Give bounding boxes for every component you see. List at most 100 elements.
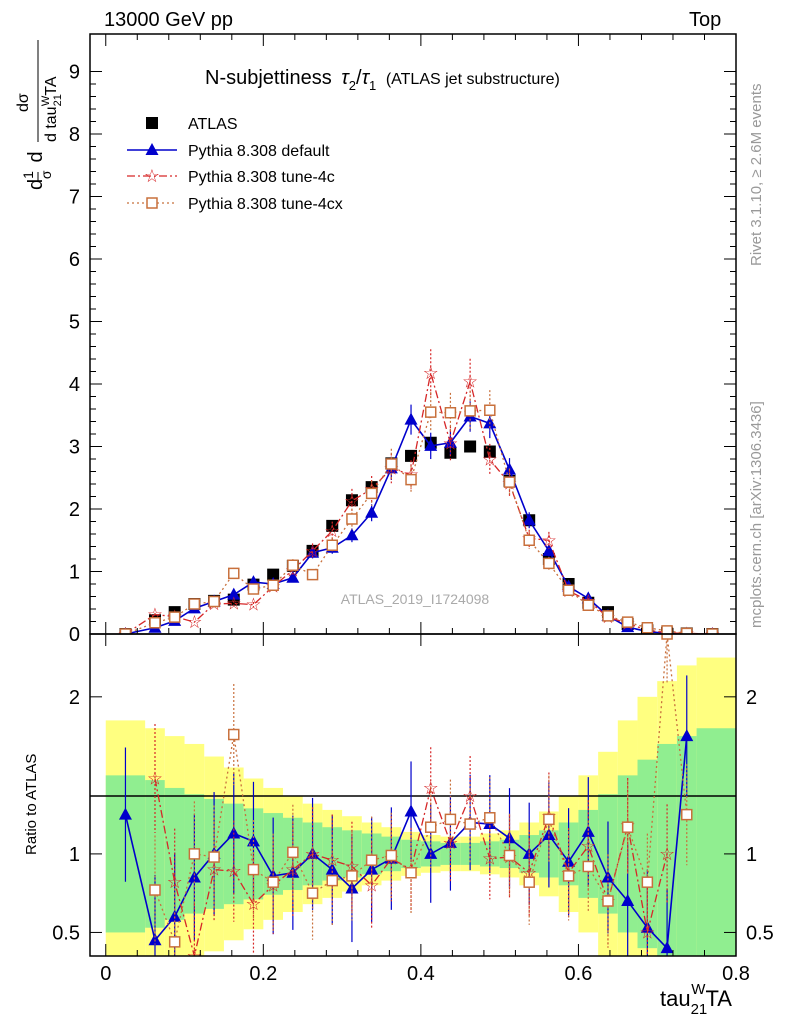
title-slash: / (356, 67, 362, 89)
ratio-point (208, 851, 220, 863)
ratio-point (228, 728, 240, 741)
ratio-point (602, 895, 614, 907)
main-point: ☆ (344, 491, 360, 511)
ratio-point: ☆ (147, 769, 163, 789)
ratio-series: ☆☆☆☆☆☆☆☆☆☆☆☆☆☆☆☆☆☆☆☆☆☆☆☆☆☆☆ (118, 634, 694, 956)
rivet-label: Rivet 3.1.10, ≥ 2.6M events (748, 83, 765, 267)
main-y-tick-label: 9 (69, 62, 80, 84)
legend-marker-tune4cx (146, 197, 158, 209)
legend-marker-tune4c: ☆ (144, 166, 160, 186)
main-line (125, 372, 713, 634)
main-y-tick-label: 7 (69, 187, 80, 209)
main-point (424, 438, 438, 451)
ratio-point: ☆ (639, 922, 655, 942)
ratio-point (660, 941, 674, 954)
ratio-point (227, 826, 241, 839)
main-y-tick-label: 3 (69, 437, 80, 459)
main-point (464, 405, 476, 417)
main-point (444, 407, 457, 419)
main-point: ☆ (442, 433, 458, 453)
main-y-axis-label: d1 σd dσ d tau21WTA (15, 40, 64, 190)
title-sub2: 2 (349, 78, 356, 93)
title-main: N-subjettiness (205, 67, 332, 89)
legend-entry-tune4cx: Pythia 8.308 tune-4cx (127, 196, 343, 213)
main-point: ☆ (482, 450, 498, 470)
legend-label-atlas: ATLAS (188, 116, 238, 133)
main-point: ☆ (186, 612, 202, 632)
title-note: (ATLAS jet substructure) (386, 71, 560, 88)
main-point: ☆ (541, 530, 557, 550)
legend-entry-default: Pythia 8.308 default (127, 143, 330, 160)
main-y-tick-label: 6 (69, 249, 80, 271)
x-tick-label: 0.4 (407, 963, 435, 985)
ratio-point (484, 812, 496, 824)
main-y-tick-label: 0 (69, 624, 80, 646)
main-point (286, 570, 300, 583)
main-point (346, 513, 358, 525)
main-point (188, 598, 201, 610)
ratio-point (621, 894, 635, 907)
ratio-point (562, 870, 575, 882)
main-series-3 (119, 390, 719, 634)
ratio-point (661, 634, 673, 640)
main-point: ☆ (423, 363, 439, 383)
ratio-point (424, 846, 438, 859)
main-point: ☆ (304, 541, 320, 561)
main-point (365, 487, 378, 500)
ratio-point: ☆ (462, 786, 478, 806)
main-point (522, 513, 536, 526)
svg-text:d tau21WTA: d tau21WTA (40, 76, 64, 142)
energy-label: 13000 GeV pp (104, 9, 233, 31)
ratio-point (168, 909, 182, 922)
main-point (621, 616, 634, 628)
legend-marker-atlas (146, 117, 158, 129)
main-point (287, 559, 299, 571)
main-point (582, 599, 595, 611)
ratio-point (621, 821, 634, 833)
ratio-point (365, 854, 378, 866)
main-series: ☆☆☆☆☆☆☆☆☆☆☆☆☆☆☆☆☆☆☆☆☆☆☆☆☆☆☆☆☆☆ (117, 349, 720, 634)
ratio-point (287, 846, 299, 859)
main-y-tick-label: 4 (69, 374, 80, 396)
main-y-tick-label: 5 (69, 312, 80, 334)
main-point (168, 611, 181, 623)
main-point (149, 617, 161, 629)
ratio-point (267, 876, 279, 888)
title-sub1: 1 (369, 78, 376, 93)
main-point (267, 579, 279, 591)
main-point (119, 628, 132, 634)
ratio-point (601, 870, 615, 883)
ratio-point (503, 849, 516, 862)
main-point (404, 412, 418, 425)
ratio-point (326, 874, 338, 887)
main-point (247, 583, 260, 595)
ratio-point: ☆ (659, 844, 675, 864)
main-point (661, 625, 673, 634)
ratio-point (641, 876, 654, 888)
main-point (405, 449, 418, 462)
ratio-point (680, 729, 694, 742)
process-label: Top (689, 9, 722, 31)
main-point (267, 568, 280, 581)
main-point (365, 505, 379, 518)
main-point (385, 458, 398, 470)
main-y-tick-label: 2 (69, 499, 80, 521)
legend-label-default: Pythia 8.308 default (188, 143, 330, 160)
ratio-point (582, 860, 595, 873)
x-tick-label: 0.2 (249, 963, 277, 985)
ratio-y-tick-label: 1 (69, 844, 80, 866)
main-point (503, 476, 516, 488)
ratio-point (405, 867, 417, 879)
ratio-point (168, 936, 181, 948)
legend: ATLAS Pythia 8.308 default ☆ Pythia 8.30… (127, 116, 343, 213)
legend-label-tune4cx: Pythia 8.308 tune-4cx (188, 196, 343, 213)
analysis-watermark: ATLAS_2019_I1724098 (341, 591, 490, 607)
main-point (484, 404, 496, 416)
ratio-point: ☆ (482, 849, 498, 869)
ratio-point: ☆ (226, 861, 242, 881)
mcplots-label: mcplots.cern.ch [arXiv:1306.3436] (748, 401, 765, 628)
ratio-point (404, 804, 418, 817)
